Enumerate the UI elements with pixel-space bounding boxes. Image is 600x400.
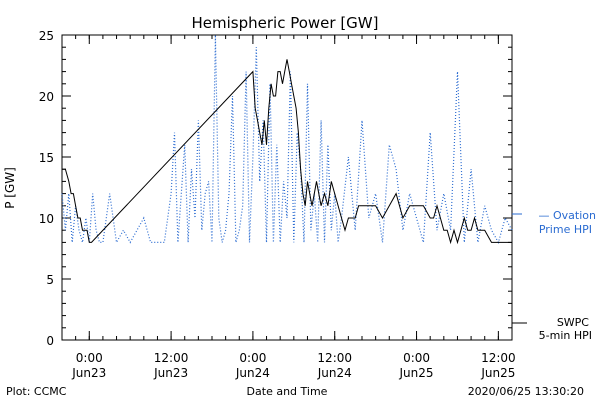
legend-ovation-line2: Prime HPI <box>539 223 592 236</box>
x-tick-time-label: 0:00 <box>403 351 430 365</box>
x-tick-time-label: 0:00 <box>239 351 266 365</box>
plot-credit: Plot: CCMC <box>6 385 67 398</box>
x-tick-time-label: 12:00 <box>481 351 516 365</box>
plot-timestamp: 2020/06/25 13:30:20 <box>468 385 584 398</box>
y-axis: 0 5 10 15 20 25 <box>39 29 512 348</box>
x-tick-date-label: Jun23 <box>153 366 188 380</box>
y-tick-label: 5 <box>46 273 54 287</box>
y-axis-label: P [GW] <box>3 167 17 209</box>
y-tick-label: 20 <box>39 90 54 104</box>
legend-ovation-line1: — Ovation <box>539 209 597 222</box>
legend-swpc-line1: SWPC <box>557 316 589 329</box>
y-tick-label: 10 <box>39 212 54 226</box>
legend-swpc-line2: 5-min HPI <box>539 329 592 342</box>
x-tick-time-label: 0:00 <box>76 351 103 365</box>
x-tick-date-label: Jun23 <box>71 366 106 380</box>
ovation-prime-series-line <box>61 34 513 245</box>
x-tick-date-label: Jun24 <box>317 366 352 380</box>
x-tick-date-label: Jun25 <box>480 366 515 380</box>
x-axis-label: Date and Time <box>247 385 328 398</box>
plot-border <box>61 34 513 341</box>
series-layer <box>61 34 513 245</box>
y-tick-label: 0 <box>46 334 54 348</box>
chart-title: Hemispheric Power [GW] <box>192 14 379 32</box>
y-tick-label: 15 <box>39 151 54 165</box>
legend-ovation-prime: — Ovation Prime HPI <box>512 209 596 236</box>
plot-frame <box>61 34 513 341</box>
x-tick-time-label: 12:00 <box>154 351 189 365</box>
swpc-series-line <box>62 59 512 245</box>
x-tick-date-label: Jun24 <box>235 366 270 380</box>
x-axis: 0:00Jun2312:00Jun230:00Jun2412:00Jun240:… <box>61 35 516 380</box>
x-tick-time-label: 12:00 <box>317 351 352 365</box>
x-tick-date-label: Jun25 <box>399 366 434 380</box>
y-tick-label: 25 <box>39 29 54 43</box>
legend-swpc: SWPC 5-min HPI <box>512 316 592 342</box>
